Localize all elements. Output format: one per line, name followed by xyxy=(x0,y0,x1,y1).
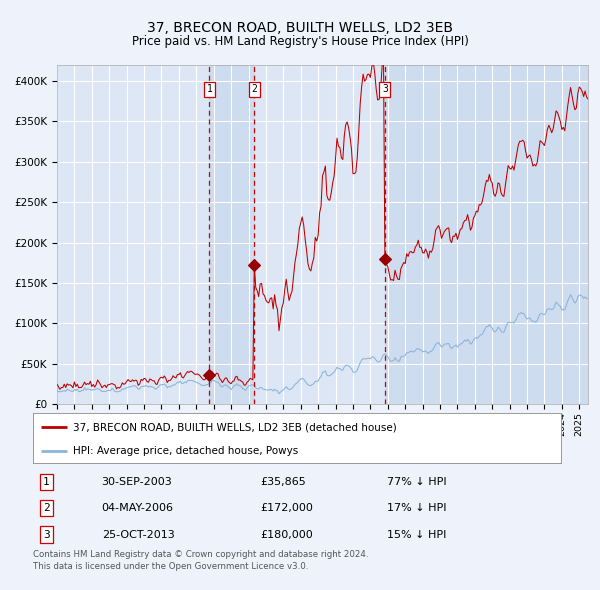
Point xyxy=(250,261,259,270)
Bar xyxy=(209,65,254,404)
Text: £180,000: £180,000 xyxy=(260,530,313,540)
Text: 3: 3 xyxy=(382,84,388,94)
Text: HPI: Average price, detached house, Powys: HPI: Average price, detached house, Powy… xyxy=(73,445,298,455)
Text: 30-SEP-2003: 30-SEP-2003 xyxy=(101,477,172,487)
Text: 2: 2 xyxy=(43,503,50,513)
Point xyxy=(380,254,389,264)
Text: Contains HM Land Registry data © Crown copyright and database right 2024.
This d: Contains HM Land Registry data © Crown c… xyxy=(33,550,368,571)
Text: £35,865: £35,865 xyxy=(260,477,306,487)
Point xyxy=(205,371,214,380)
Text: 17% ↓ HPI: 17% ↓ HPI xyxy=(387,503,446,513)
Text: 37, BRECON ROAD, BUILTH WELLS, LD2 3EB: 37, BRECON ROAD, BUILTH WELLS, LD2 3EB xyxy=(147,21,453,35)
Text: 2: 2 xyxy=(251,84,257,94)
Text: 1: 1 xyxy=(206,84,212,94)
Text: £172,000: £172,000 xyxy=(260,503,313,513)
Text: 3: 3 xyxy=(43,530,50,540)
Text: 25-OCT-2013: 25-OCT-2013 xyxy=(101,530,175,540)
Bar xyxy=(385,65,588,404)
Text: 15% ↓ HPI: 15% ↓ HPI xyxy=(387,530,446,540)
Text: 37, BRECON ROAD, BUILTH WELLS, LD2 3EB (detached house): 37, BRECON ROAD, BUILTH WELLS, LD2 3EB (… xyxy=(73,422,397,432)
Text: 04-MAY-2006: 04-MAY-2006 xyxy=(101,503,173,513)
Text: Price paid vs. HM Land Registry's House Price Index (HPI): Price paid vs. HM Land Registry's House … xyxy=(131,35,469,48)
Text: 1: 1 xyxy=(43,477,50,487)
Text: 77% ↓ HPI: 77% ↓ HPI xyxy=(387,477,446,487)
